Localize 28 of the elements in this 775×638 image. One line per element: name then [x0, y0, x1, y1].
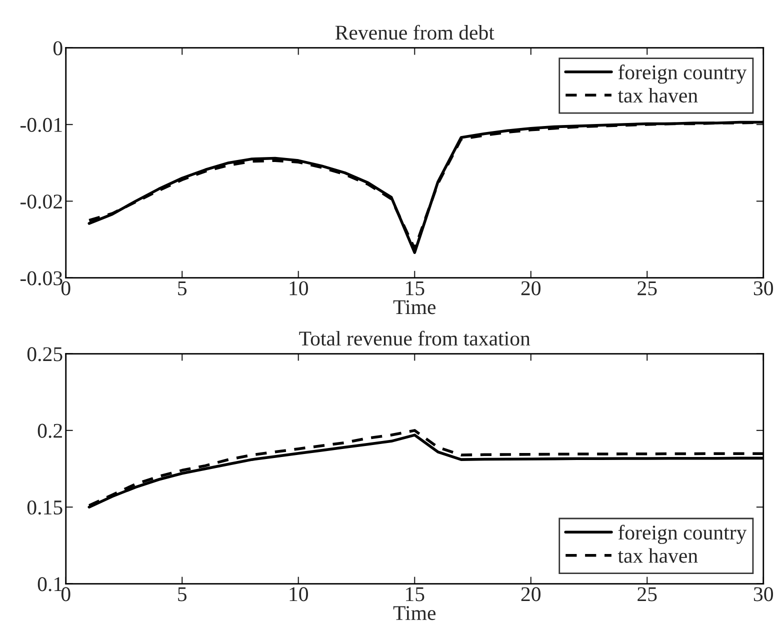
y-tick-label: -0.03: [20, 271, 62, 286]
y-tick-label: 0.1: [38, 577, 62, 592]
y-tick-label: 0.25: [27, 347, 62, 362]
x-tick-label: 15: [406, 281, 424, 296]
legend-label: tax haven: [618, 548, 698, 563]
legend-label: foreign country: [618, 524, 747, 544]
x-tick-label: 25: [638, 587, 657, 602]
x-tick-label: 15: [406, 587, 424, 602]
x-tick-label: 5: [178, 281, 187, 296]
y-tick-label: 0: [53, 41, 62, 56]
y-tick-label: -0.02: [20, 194, 62, 209]
x-tick-label: 30: [754, 281, 773, 296]
x-axis-title: Time: [393, 300, 436, 314]
x-tick-label: 25: [638, 281, 657, 296]
x-axis-title: Time: [393, 606, 436, 620]
x-tick-label: 20: [521, 281, 540, 296]
x-tick-label: 20: [521, 587, 540, 602]
legend-label: tax haven: [618, 88, 698, 103]
y-tick-label: 0.15: [27, 500, 62, 515]
chart-title: Total revenue from taxation: [299, 330, 530, 346]
y-tick-label: 0.2: [38, 424, 62, 438]
legend-label: foreign country: [618, 64, 747, 84]
y-tick-label: -0.01: [20, 118, 62, 132]
x-tick-label: 30: [754, 587, 773, 602]
x-tick-label: 10: [290, 281, 308, 296]
x-tick-label: 10: [290, 587, 308, 602]
chart-title: Revenue from debt: [335, 24, 494, 40]
x-tick-label: 5: [178, 587, 187, 602]
